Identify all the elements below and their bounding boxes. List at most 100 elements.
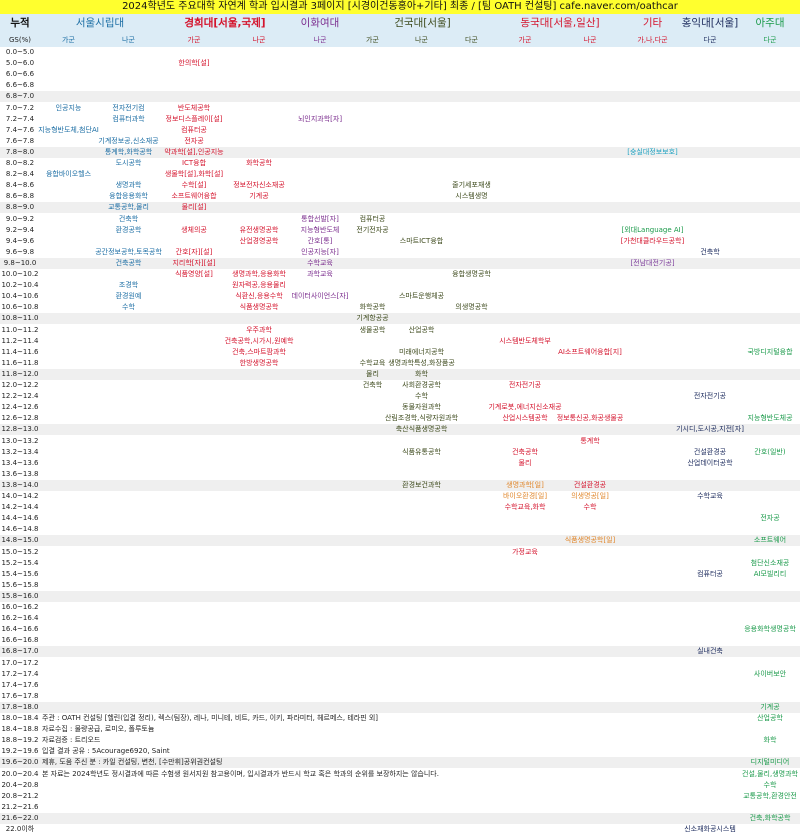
- cell-uos-na: 조경학: [97, 280, 160, 291]
- department-name: 실내건축: [697, 647, 723, 656]
- cell-kku-da: 융합생명공학: [448, 269, 495, 280]
- gs-range-label: 14.0~14.2: [1, 492, 39, 500]
- department-name: 기계공: [760, 702, 780, 711]
- department-name: 한의학[설]: [178, 59, 210, 68]
- department-name: 교통공학,물리: [108, 203, 149, 212]
- table-row: 21.6~22.0 건축,화학공학: [0, 812, 800, 824]
- cumulative-label: 누적: [10, 17, 30, 29]
- cell-hongik-da: 산업데이터공학: [680, 458, 740, 469]
- department-name: [가천대클라우드공학]: [620, 236, 685, 245]
- footnote-text: 자료수집 : 물량공급, 로미오, 폴루토늄: [42, 725, 155, 734]
- department-name: 소프트웨어융합: [171, 192, 217, 201]
- cell-uos-na: 도시공학: [97, 158, 160, 169]
- department-name: 미래에너지공학: [398, 347, 445, 356]
- department-name: 산업데이터공학: [687, 458, 733, 467]
- table-row: 16.8~17.0 실내건축: [0, 646, 800, 658]
- department-name: 디지털미디어: [750, 758, 790, 767]
- gs-range-label: 11.2~11.4: [1, 336, 39, 345]
- department-name: [외대Language AI]: [621, 225, 684, 234]
- department-name: 생명과학[일]: [506, 480, 544, 489]
- gs-range-label: 19.2~19.6: [1, 747, 39, 756]
- gs-range-label: 9.0~9.2: [5, 214, 35, 223]
- cell-dgu-ga: 가정교육: [495, 547, 555, 558]
- cell-etc: [외대Language AI]: [622, 225, 684, 236]
- table-row: 14.2~14.4 수학교육,화학 수학: [0, 502, 800, 513]
- cell-khu-ga: 수학[설]: [160, 180, 228, 191]
- cell-kku-ga: 기계항공공: [350, 313, 395, 324]
- cell-kku-na: 수학: [395, 391, 448, 402]
- table-row: 7.6~7.8 기계정보공,신소재공 전자공: [0, 136, 800, 147]
- cell-etc: [전남대전기공]: [625, 258, 680, 269]
- cell-kku-da: 줄기세포재생: [448, 180, 495, 191]
- cell-dgu-na: 정보통신공,화공생물공: [555, 413, 625, 424]
- university-konkuk: 건국대[서울]: [394, 17, 451, 29]
- department-name: 물리: [518, 458, 532, 467]
- department-name: 공간정보공학,토목공학: [95, 247, 162, 256]
- gs-range-label: 7.2~7.4: [5, 114, 35, 123]
- table-row: 16.4~16.6 응용화학생명공학: [0, 624, 800, 635]
- department-name: 시스템생명: [455, 192, 488, 201]
- gs-range-label: 12.8~13.0: [1, 425, 39, 434]
- cell-khu-na: 한방생명공학: [228, 358, 290, 369]
- table-row: 17.6~17.8: [0, 691, 800, 702]
- table-row: 14.4~14.6 전자공: [0, 513, 800, 524]
- cell-uos-na: 컴퓨터과학: [97, 114, 160, 125]
- table-row: 22.0이하 신소재화공시스템: [0, 824, 800, 835]
- table-row: 17.2~17.4 사이버보안: [0, 669, 800, 680]
- cell-uos-ga: 인공지능: [40, 103, 97, 114]
- gs-range-label: 8.0~8.2: [5, 159, 35, 167]
- department-name: 건축학: [362, 381, 383, 389]
- department-name: 유전생명공학: [239, 225, 279, 234]
- department-name: ICT융합: [181, 159, 207, 167]
- table-row: 7.4~7.6 지능형반도체,첨단AI 컴퓨터공: [0, 125, 800, 136]
- table-row: 11.2~11.4 건축공학,시가시,원예학 시스템반도체학부: [0, 336, 800, 347]
- cell-uos-na: 기계정보공,신소재공: [97, 136, 160, 147]
- cell-etc: [숭실대정보보호]: [625, 147, 680, 158]
- cell-khu-ga: ICT융합: [160, 158, 228, 169]
- cell-kku-ga: 화학공학: [350, 302, 395, 313]
- cell-dgu-ga: 수학교육,화학: [495, 502, 555, 513]
- cell-ewha-na: 뇌인지과학[자]: [290, 114, 350, 125]
- table-row: 12.4~12.6 동물자원과학 기계로봇,에너지신소재공: [0, 402, 800, 413]
- department-name: 뇌인지과학[자]: [297, 114, 343, 123]
- department-name: 수학: [122, 303, 135, 312]
- cell-uos-ga: 융합바이오헬스: [40, 169, 97, 180]
- cell-ewha-na: 인공지능[자]: [290, 247, 350, 258]
- table-row: 17.4~17.6: [0, 680, 800, 691]
- footnote-text: 입결 결과 공유 : 5Acourage6920, Saint: [42, 747, 170, 756]
- cell-khu-na: 건축,스마트팜과학: [228, 347, 290, 358]
- table-row: 8.6~8.8 융합응용화학 소프트웨어융합 기계공 시스템생명: [0, 191, 800, 202]
- table-row: 15.8~16.0: [0, 590, 800, 602]
- gs-range-label: 13.0~13.2: [1, 436, 39, 445]
- cell-kku-ga: 수학교육: [350, 358, 395, 369]
- gs-range-label: 8.2~8.4: [5, 170, 35, 179]
- department-name: 간호[통]: [307, 236, 333, 245]
- gs-range-label: 7.6~7.8: [5, 136, 35, 145]
- gs-range-label: 10.0~10.2: [1, 270, 39, 278]
- department-name: 생명과학: [115, 181, 142, 190]
- cell-hongik-da: 건축학: [680, 247, 740, 258]
- table-row: 10.2~10.4 조경학 원자력공,응용물리: [0, 280, 800, 291]
- gs-range-label: 15.8~16.0: [1, 591, 39, 600]
- department-name: 컴퓨터과학: [112, 114, 145, 123]
- university-dongguk: 동국대[서울,일산]: [520, 17, 600, 29]
- department-name: 소프트웨어: [753, 536, 787, 545]
- table-row: 13.2~13.4 식품유통공학 건축공학 건설환경공 간호(일반): [0, 447, 800, 458]
- department-name: 건설환경공: [693, 447, 727, 456]
- table-row: 8.8~9.0 교통공학,물리 물리[설]: [0, 202, 800, 214]
- gs-range-label: 11.0~11.2: [1, 325, 39, 334]
- cell-ajou-da: 산업공학: [740, 713, 800, 724]
- department-name: 수학: [583, 503, 597, 512]
- cell-kku-na: 산업공학: [395, 325, 448, 336]
- cell-uos-na: 통계학,화학공학: [97, 147, 160, 158]
- department-name: 수학교육: [697, 492, 723, 500]
- table-row: 6.8~7.0: [0, 91, 800, 103]
- cell-khu-ga: 지리학[자][설]: [160, 258, 228, 269]
- gs-range-label: 20.4~20.8: [1, 780, 39, 789]
- department-name: 수학: [415, 392, 428, 401]
- department-name: 통합선발[자]: [301, 214, 339, 223]
- table-row: 13.0~13.2 통계학: [0, 436, 800, 447]
- cell-kku-na: 산림조경학,식량자원과학: [385, 413, 458, 424]
- cell-khu-na: 산업경영공학: [228, 236, 290, 247]
- group-header-kku-ga: 가군: [366, 36, 379, 44]
